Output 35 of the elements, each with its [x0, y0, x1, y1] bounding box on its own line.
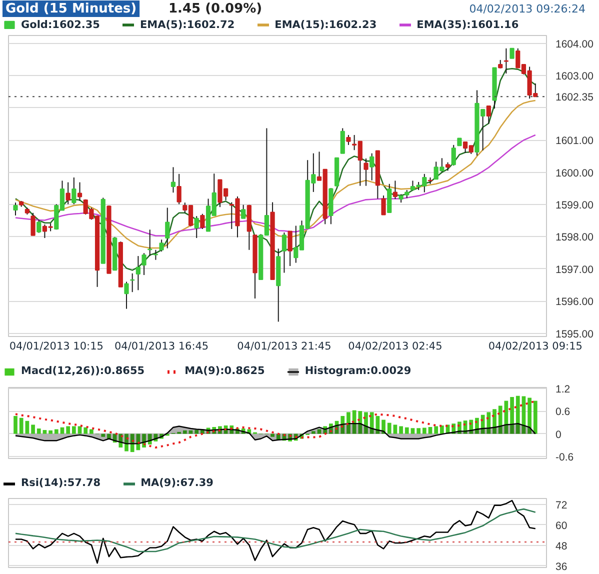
legend-label: Histogram:0.0029 [304, 365, 412, 377]
text: 04/02/2013 09:26:24 [469, 2, 586, 16]
y-tick-label: 0.6 [556, 406, 570, 418]
y-tick-label: 0 [556, 428, 562, 441]
legend-label: Rsi(14):57.78 [21, 477, 101, 489]
y-tick-label: 1604.00 [556, 38, 594, 51]
y-tick-label: -0.6 [556, 452, 574, 464]
legend-label: MA(9):0.8625 [184, 365, 265, 377]
y-tick-label: 1.2 [556, 383, 570, 396]
legend-label: EMA(35):1601.16 [416, 18, 519, 30]
legend-label: Gold:1602.35 [21, 18, 100, 30]
y-tick-label: 1599.00 [556, 200, 594, 212]
y-tick-label: 1597.00 [556, 264, 594, 276]
x-tick-label: 04/02/2013 02:45 [348, 340, 442, 352]
y-tick-label: 1603.00 [556, 70, 594, 83]
y-tick-label: 48 [556, 540, 568, 552]
y-tick-label: 60 [556, 520, 568, 532]
y-tick-label: 1598.00 [556, 232, 594, 244]
legend-label: EMA(5):1602.72 [140, 18, 235, 30]
legend-label: EMA(15):1602.23 [274, 18, 377, 30]
ref-line-label: 1602.35 [556, 92, 594, 104]
y-tick-label: 1596.00 [556, 296, 594, 308]
y-tick-label: 1601.00 [556, 135, 594, 148]
x-tick-label: 04/01/2013 16:45 [114, 340, 209, 352]
legend-label: MA(9):67.39 [140, 477, 214, 489]
x-tick-label: 04/01/2013 21:45 [237, 340, 332, 352]
x-tick-label: 04/02/2013 09:15 [488, 340, 582, 352]
chart-subtitle: 1.45 (0.09%) [168, 2, 262, 16]
y-tick-label: 36 [556, 560, 568, 573]
y-tick-label: 72 [556, 499, 568, 512]
x-tick-label: 04/01/2013 10:15 [9, 340, 104, 352]
chart-title: Gold (15 Minutes) [6, 2, 137, 16]
y-tick-label: 1595.00 [556, 328, 594, 340]
legend-label: Macd(12,26)):0.8655 [21, 365, 145, 377]
y-tick-label: 1600.00 [556, 167, 594, 180]
